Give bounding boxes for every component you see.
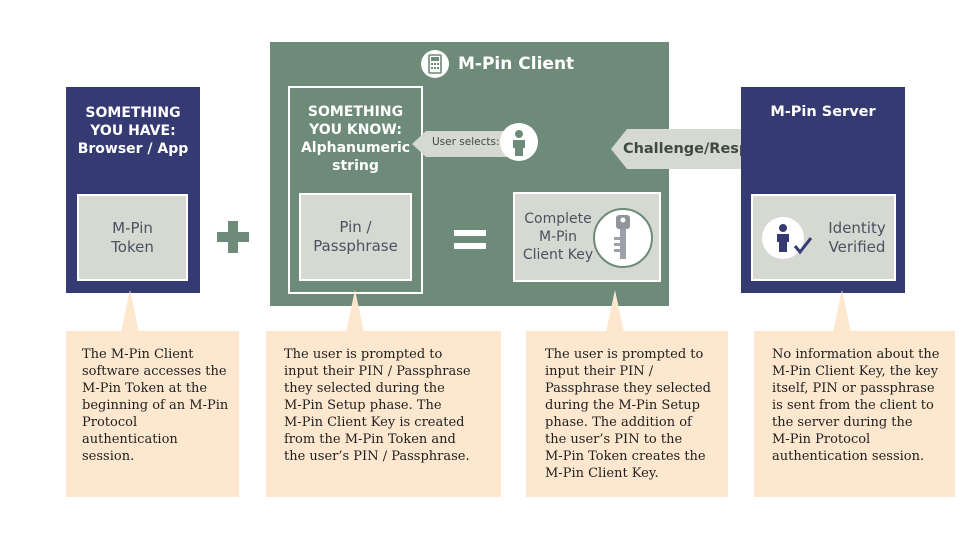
m-pin-server-title: M-Pin Server	[770, 104, 876, 120]
m-pin-server-panel: M-Pin Server Identity Verified	[741, 87, 905, 293]
user-selects-arrow	[412, 131, 522, 157]
note-know: The user is prompted to input their PIN …	[266, 331, 501, 497]
note-complete-pointer	[606, 290, 624, 332]
something-you-have-panel: SOMETHING YOU HAVE: Browser / App M-Pin …	[66, 87, 200, 293]
plus-icon	[217, 221, 249, 253]
note-know-pointer	[346, 290, 364, 332]
note-have-pointer	[121, 290, 139, 332]
person-check-icon	[762, 217, 813, 259]
note-have: The M-Pin Client software accesses the M…	[66, 331, 239, 497]
user-selects-callout: User selects:	[412, 130, 546, 158]
calculator-icon	[421, 50, 449, 78]
note-server: No information about the M-Pin Client Ke…	[754, 331, 955, 497]
m-pin-token-box: M-Pin Token	[77, 194, 188, 281]
something-you-know-title: SOMETHING YOU KNOW: Alphanumeric string	[300, 104, 411, 174]
m-pin-client-header: M-Pin Client	[420, 49, 574, 79]
complete-client-key-box: Complete M-Pin Client Key	[513, 192, 661, 282]
note-server-pointer	[833, 290, 851, 332]
m-pin-client-panel: M-Pin Client SOMETHING YOU KNOW: Alphanu…	[270, 42, 669, 306]
person-icon	[500, 123, 538, 161]
user-selects-label: User selects:	[432, 136, 500, 148]
identity-verified-box: Identity Verified	[751, 194, 896, 281]
key-icon	[593, 208, 653, 268]
identity-verified-text: Identity Verified	[828, 218, 886, 256]
m-pin-client-title: M-Pin Client	[458, 54, 575, 74]
something-you-know-panel: SOMETHING YOU KNOW: Alphanumeric string …	[288, 86, 423, 294]
note-complete: The user is prompted to input their PIN …	[526, 331, 728, 497]
something-you-have-title: SOMETHING YOU HAVE: Browser / App	[77, 105, 189, 157]
complete-client-key-text: Complete M-Pin Client Key	[522, 211, 594, 263]
equals-icon	[454, 230, 486, 249]
pin-passphrase-box: Pin / Passphrase	[299, 193, 412, 281]
